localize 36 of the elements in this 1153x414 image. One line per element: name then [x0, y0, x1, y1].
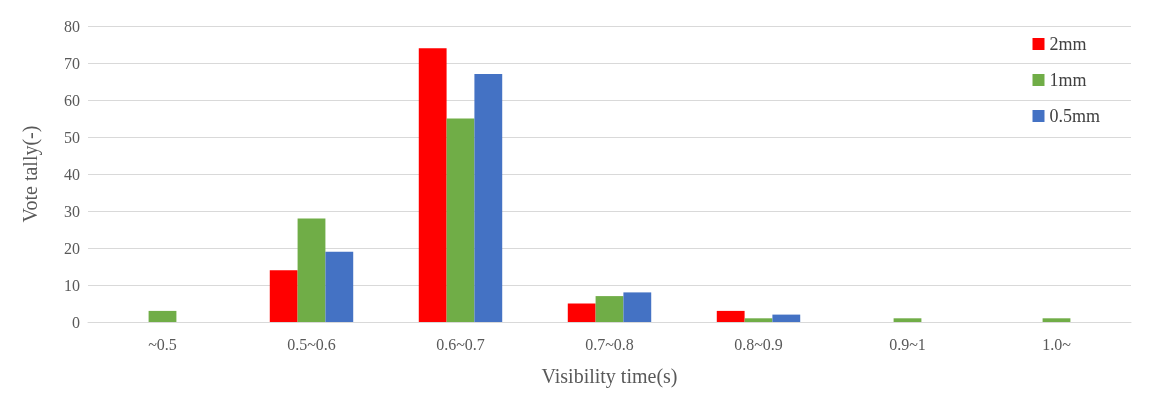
- x-tick-label: 0.9~1: [889, 335, 926, 353]
- x-axis-title: Visibility time(s): [541, 365, 678, 388]
- bar: [744, 318, 773, 322]
- bar: [325, 251, 354, 322]
- bar: [474, 74, 503, 322]
- y-tick-label: 40: [64, 165, 80, 183]
- y-tick-label: 70: [64, 54, 80, 72]
- x-tick-label: 0.7~0.8: [585, 335, 634, 353]
- bar: [595, 296, 624, 322]
- y-tick-label: 60: [64, 91, 80, 109]
- x-tick-label: 0.5~0.6: [287, 335, 336, 353]
- y-axis-title: Vote tally(-): [19, 125, 42, 223]
- bar: [418, 48, 447, 322]
- x-tick-label: ~0.5: [148, 335, 177, 353]
- legend-label: 0.5mm: [1049, 106, 1101, 126]
- y-tick-label: 80: [64, 17, 80, 35]
- y-tick-label: 30: [64, 202, 80, 220]
- bar: [297, 218, 326, 322]
- legend-label: 2mm: [1049, 34, 1087, 54]
- bar: [893, 318, 922, 322]
- bar: [1042, 318, 1071, 322]
- x-tick-label: 1.0~: [1042, 335, 1072, 353]
- y-tick-label: 20: [64, 239, 80, 257]
- y-tick-label: 50: [64, 128, 80, 146]
- bar: [567, 303, 596, 322]
- y-tick-label: 0: [72, 313, 80, 331]
- legend-label: 1mm: [1049, 70, 1087, 90]
- bar: [269, 270, 298, 322]
- x-tick-label: 0.6~0.7: [436, 335, 485, 353]
- y-tick-label: 10: [64, 276, 80, 294]
- bar: [148, 310, 177, 322]
- bar: [623, 292, 652, 322]
- x-tick-label: 0.8~0.9: [734, 335, 783, 353]
- bar: [772, 314, 801, 322]
- bar: [716, 310, 745, 322]
- bar: [446, 118, 475, 322]
